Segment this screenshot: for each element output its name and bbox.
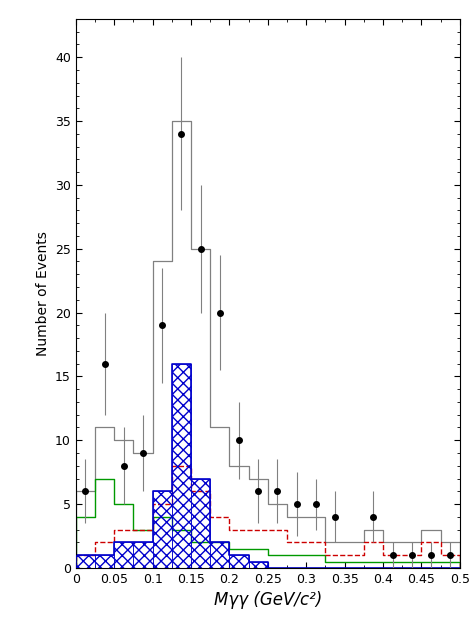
Y-axis label: Number of Events: Number of Events	[36, 231, 50, 356]
Bar	[172, 363, 191, 568]
Bar	[114, 543, 134, 568]
Bar	[95, 555, 114, 568]
Bar	[76, 555, 95, 568]
Bar	[133, 543, 153, 568]
Bar	[248, 562, 268, 568]
Bar	[153, 492, 172, 568]
Bar	[191, 478, 210, 568]
Bar	[210, 543, 229, 568]
Bar	[229, 555, 248, 568]
X-axis label: Mγγ (GeV/c²): Mγγ (GeV/c²)	[214, 591, 322, 610]
